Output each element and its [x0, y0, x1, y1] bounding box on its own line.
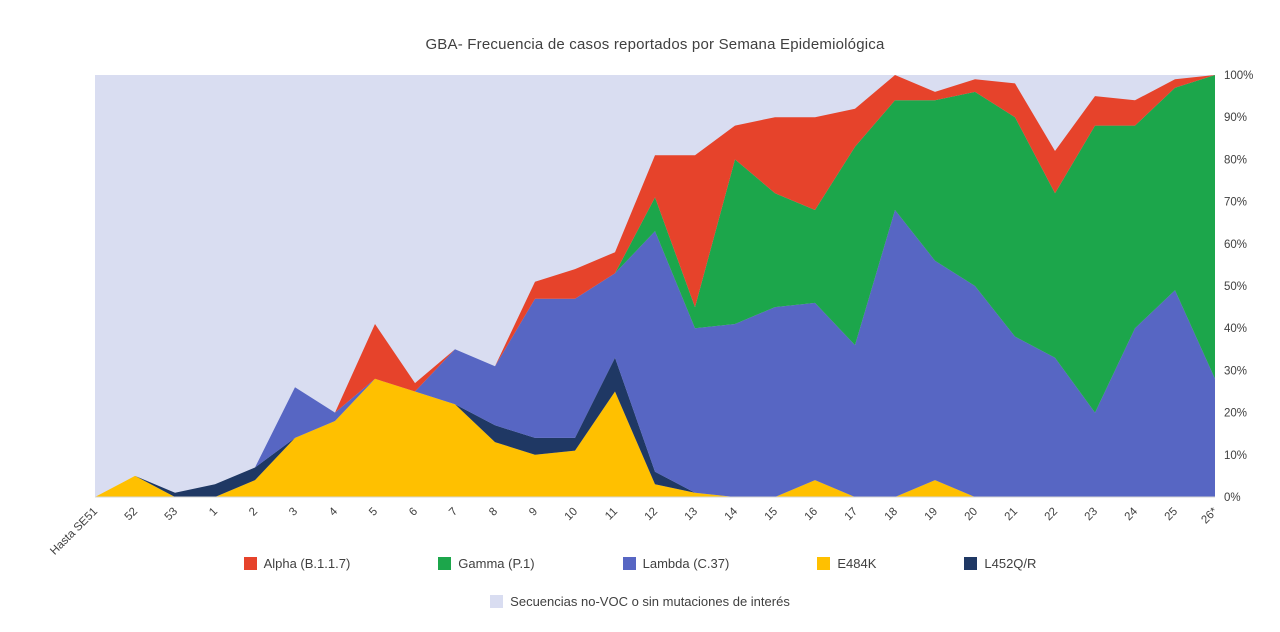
x-tick-label: 10: [563, 506, 581, 524]
x-tick-label: 14: [723, 505, 741, 523]
y-tick-label: 40%: [1224, 323, 1247, 335]
legend-item-l452qr: L452Q/R: [964, 556, 1036, 571]
legend-label-e484k: E484K: [837, 556, 877, 571]
legend-label-no-voc: Secuencias no-VOC o sin mutaciones de in…: [510, 594, 790, 609]
x-tick-label: 19: [923, 506, 941, 524]
x-tick-label: 13: [683, 506, 701, 524]
x-tick-label: 12: [643, 506, 661, 524]
legend-item-e484k: E484K: [817, 556, 876, 571]
x-tick-label: 21: [1003, 506, 1021, 524]
y-tick-label: 10%: [1224, 450, 1247, 462]
x-tick-label: 25: [1163, 506, 1181, 524]
x-tick-label: 8: [487, 506, 500, 519]
legend-label-l452qr: L452Q/R: [984, 556, 1037, 571]
legend-swatch-e484k: [817, 557, 831, 570]
chart-title: GBA- Frecuencia de casos reportados por …: [425, 36, 885, 53]
y-tick-label: 90%: [1224, 112, 1247, 124]
x-tick-label: 3: [287, 506, 300, 519]
x-tick-label: 17: [843, 506, 861, 524]
x-tick-label: 11: [603, 506, 620, 523]
x-tick-label: 5: [367, 506, 380, 519]
area-gamma-p-1: [95, 75, 1215, 497]
y-tick-label: 30%: [1224, 365, 1247, 377]
x-tick-label: 2: [247, 506, 260, 519]
y-tick-label: 20%: [1224, 408, 1247, 420]
area-alpha-b-1-1-7: [95, 75, 1215, 497]
x-tick-label: 9: [527, 506, 540, 519]
y-tick-label: 50%: [1224, 281, 1247, 293]
legend-item-no-voc: Secuencias no-VOC o sin mutaciones de in…: [490, 594, 790, 609]
x-tick-label: 24: [1123, 505, 1141, 523]
legend-label-lambda: Lambda (C.37): [642, 556, 730, 571]
legend-swatch-l452qr: [964, 557, 978, 570]
legend-item-gamma: Gamma (P.1): [438, 556, 535, 571]
y-tick-label: 70%: [1224, 197, 1247, 209]
y-tick-label: 0%: [1224, 492, 1241, 504]
x-tick-label: 7: [447, 506, 460, 519]
x-tick-label: Hasta SE51: [48, 506, 100, 558]
x-tick-label: 6: [407, 506, 420, 519]
legend-row-2: Secuencias no-VOC o sin mutaciones de in…: [0, 594, 1280, 609]
area-e484k: [95, 378, 1215, 497]
x-tick-label: 26*: [1199, 505, 1220, 526]
legend-swatch-no-voc: [490, 595, 504, 608]
x-tick-label: 18: [883, 506, 901, 524]
legend-swatch-alpha: [243, 557, 257, 570]
x-tick-label: 22: [1043, 506, 1061, 524]
x-tick-label: 52: [123, 506, 141, 524]
legend-swatch-lambda: [622, 557, 636, 570]
y-tick-label: 100%: [1224, 70, 1253, 82]
x-tick-label: 53: [163, 506, 181, 524]
y-tick-label: 60%: [1224, 239, 1247, 251]
x-tick-label: 23: [1083, 506, 1101, 524]
x-tick-label: 1: [207, 506, 220, 519]
legend-label-gamma: Gamma (P.1): [458, 556, 535, 571]
x-tick-label: 16: [803, 506, 821, 524]
legend-item-alpha: Alpha (B.1.1.7): [243, 556, 351, 571]
x-tick-label: 20: [963, 506, 981, 524]
legend-item-lambda: Lambda (C.37): [622, 556, 730, 571]
area-lambda-c-37: [95, 210, 1215, 497]
x-tick-label: 4: [327, 505, 340, 518]
legend-row-1: Alpha (B.1.1.7) Gamma (P.1) Lambda (C.37…: [0, 556, 1280, 571]
x-tick-label: 15: [763, 506, 781, 524]
legend-swatch-gamma: [438, 557, 452, 570]
y-tick-label: 80%: [1224, 154, 1247, 166]
legend-label-alpha: Alpha (B.1.1.7): [263, 556, 351, 571]
